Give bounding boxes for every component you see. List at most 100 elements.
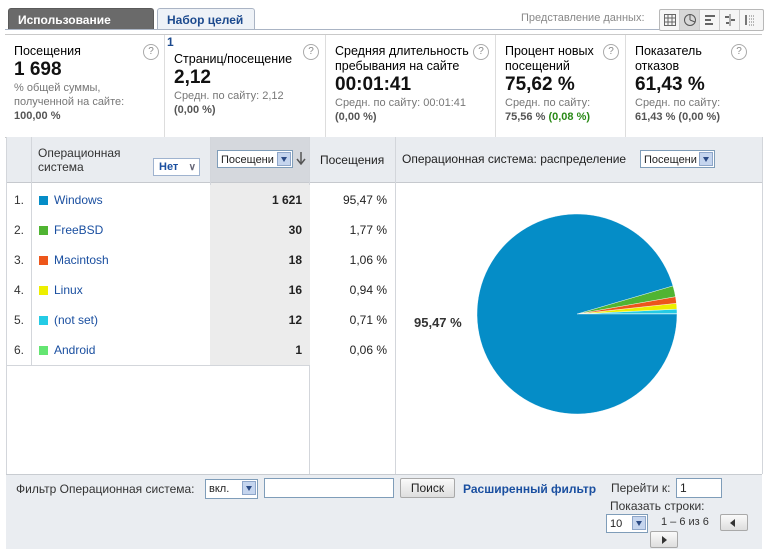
metric-avg-duration: Средняя длительность пребывания на сайте… [326, 35, 496, 137]
metric-sub-value: 100,00 % [14, 110, 61, 122]
row-index: 1. [14, 193, 25, 207]
percent-cell: 1,06 % [349, 253, 387, 267]
visits-cell: 16 [210, 275, 310, 305]
table-header [6, 137, 762, 183]
metric-title: Посещения [14, 44, 81, 58]
os-link[interactable]: Macintosh [54, 253, 109, 267]
table-bottom-line [6, 365, 310, 366]
double-chevron-down-icon: ∨ [188, 162, 196, 173]
tab-goal-set-1[interactable]: Набор целей 1 [157, 8, 255, 49]
row-index: 6. [14, 343, 25, 357]
table-row: 1. Windows 1 621 95,47 % [6, 185, 395, 215]
rows-per-page-select[interactable]: 10 [606, 514, 648, 533]
legend-swatch [39, 196, 48, 205]
compare-icon[interactable] [740, 10, 760, 30]
metrics-summary: Посещения 1 698 % общей суммы, полученно… [5, 34, 762, 138]
legend-swatch [39, 226, 48, 235]
advanced-filter-link[interactable]: Расширенный фильтр [463, 482, 597, 496]
os-link[interactable]: (not set) [54, 313, 99, 327]
help-icon[interactable]: ? [143, 44, 159, 60]
goto-input[interactable]: 1 [676, 478, 722, 498]
table-row: 5. (not set) 12 0,71 % [6, 305, 395, 335]
metric-new-visits: Процент новых посещений 75,62 % Средн. п… [496, 35, 626, 137]
tabs-underline [5, 29, 762, 30]
table-body [6, 183, 395, 474]
table-border-left [6, 137, 7, 474]
help-icon[interactable]: ? [731, 44, 747, 60]
visits-cell: 18 [210, 245, 310, 275]
view-label: Представление данных: [521, 12, 645, 24]
view-switcher [659, 9, 764, 31]
secondary-dimension-label: Нет [159, 161, 179, 173]
filter-mode-value: вкл. [209, 483, 230, 495]
visits-cell: 30 [210, 215, 310, 245]
table-border-right [762, 137, 763, 474]
pie-slice-windows [476, 213, 678, 415]
row-index: 5. [14, 313, 25, 327]
secondary-dimension-select[interactable]: Нет ∨ [153, 158, 200, 176]
metric-sub: Средн. по сайту: 00:01:41 [335, 97, 467, 109]
metric-sub-value: 75,56 % [505, 111, 546, 123]
metric-value: 2,12 [174, 67, 211, 88]
metric-column-select[interactable]: Посещени [217, 150, 293, 168]
os-link[interactable]: Linux [54, 283, 83, 297]
metric-visits: Посещения 1 698 % общей суммы, полученно… [5, 35, 165, 137]
metric-title: Страниц/посещение [174, 52, 293, 66]
chevron-down-icon [699, 152, 713, 166]
metric-sub-value: 61,43 % (0,00 %) [635, 111, 720, 123]
metric-title: Показатель [635, 44, 702, 58]
metric-bounce-rate: Показатель отказов 61,43 % Средн. по сай… [626, 35, 762, 137]
pie-chart: 95,47 % [414, 213, 678, 415]
table-row: 2. FreeBSD 30 1,77 % [6, 215, 395, 245]
search-button[interactable]: Поиск [400, 478, 455, 498]
visits-cell: 12 [210, 305, 310, 335]
percent-cell: 0,06 % [349, 343, 387, 357]
metric-change: (0,08 %) [548, 111, 591, 123]
triangle-right-icon [662, 536, 667, 544]
legend-swatch [39, 316, 48, 325]
table-row: 4. Linux 16 0,94 % [6, 275, 395, 305]
percent-cell: 0,94 % [349, 283, 387, 297]
metric-sub: Средн. по сайту: [505, 97, 591, 109]
metric-value: 61,43 % [635, 74, 705, 95]
os-link[interactable]: Windows [54, 193, 103, 207]
metric-title: Средняя длительность [335, 44, 469, 58]
os-link[interactable]: Android [54, 343, 96, 357]
pivot-icon[interactable] [720, 10, 740, 30]
prev-page-button[interactable] [720, 514, 748, 531]
filter-input[interactable] [264, 478, 394, 498]
pie-data-label: 95,47 % [414, 315, 462, 330]
help-icon[interactable]: ? [303, 44, 319, 60]
metric-column-select-value: Посещени [221, 154, 274, 166]
metric-sub-value: (0,00 %) [174, 104, 216, 116]
sort-desc-icon[interactable] [296, 151, 306, 168]
filter-mode-select[interactable]: вкл. [205, 479, 258, 499]
bar-icon[interactable] [700, 10, 720, 30]
metric-title: Процент новых [505, 44, 594, 58]
rows-per-page-value: 10 [610, 518, 623, 530]
row-index: 3. [14, 253, 25, 267]
metric-value: 75,62 % [505, 74, 575, 95]
os-link[interactable]: FreeBSD [54, 223, 104, 237]
metric-sub: Средн. по сайту: [635, 97, 721, 109]
metric-value: 00:01:41 [335, 74, 412, 95]
row-index: 4. [14, 283, 25, 297]
row-index: 2. [14, 223, 25, 237]
visits-column-header[interactable]: Посещения [320, 153, 385, 167]
help-icon[interactable]: ? [603, 44, 619, 60]
chart-metric-select[interactable]: Посещени [640, 150, 715, 168]
table-icon[interactable] [660, 10, 680, 30]
percent-cell: 95,47 % [342, 193, 387, 207]
visits-cell: 1 [210, 335, 310, 365]
dimension-column-header[interactable]: Операционная система [38, 146, 121, 174]
metric-sub: % общей суммы, [14, 82, 101, 94]
table-row: 6. Android 1 0,06 % [6, 335, 395, 365]
help-icon[interactable]: ? [473, 44, 489, 60]
next-page-button[interactable] [650, 531, 678, 548]
table-row: 3. Macintosh 18 1,06 % [6, 245, 395, 275]
metric-sub-value: (0,00 %) [335, 111, 377, 123]
pie-icon[interactable] [680, 10, 700, 30]
tab-site-usage[interactable]: Использование сайта [8, 8, 154, 49]
metric-title: отказов [635, 59, 680, 73]
chart-metric-select-value: Посещени [644, 154, 697, 166]
